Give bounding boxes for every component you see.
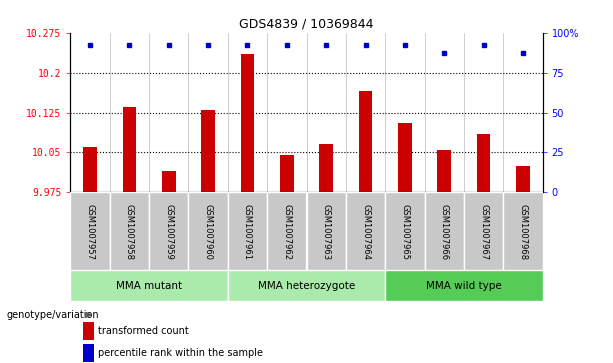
Bar <box>267 192 306 270</box>
Bar <box>359 91 372 192</box>
Text: GSM1007965: GSM1007965 <box>400 204 409 260</box>
Bar <box>70 270 228 301</box>
Bar <box>319 144 333 192</box>
Bar <box>503 192 543 270</box>
Bar <box>70 192 110 270</box>
Bar <box>228 192 267 270</box>
Bar <box>241 54 254 192</box>
Bar <box>477 134 490 192</box>
Text: MMA mutant: MMA mutant <box>116 281 182 291</box>
Bar <box>346 192 385 270</box>
Bar <box>424 192 464 270</box>
Bar <box>398 123 412 192</box>
Text: GSM1007957: GSM1007957 <box>86 204 94 260</box>
Text: GSM1007964: GSM1007964 <box>361 204 370 260</box>
Bar <box>464 192 503 270</box>
Text: MMA wild type: MMA wild type <box>426 281 501 291</box>
Bar <box>280 155 294 192</box>
Bar <box>123 107 136 192</box>
Bar <box>385 270 543 301</box>
Bar <box>83 147 97 192</box>
Text: GSM1007958: GSM1007958 <box>125 204 134 260</box>
Bar <box>162 171 176 192</box>
Title: GDS4839 / 10369844: GDS4839 / 10369844 <box>239 17 374 30</box>
Text: GSM1007959: GSM1007959 <box>164 204 173 260</box>
Text: GSM1007966: GSM1007966 <box>440 204 449 260</box>
Bar <box>385 192 424 270</box>
Bar <box>306 192 346 270</box>
Text: genotype/variation: genotype/variation <box>6 310 99 320</box>
Bar <box>516 166 530 192</box>
Bar <box>201 110 215 192</box>
Text: transformed count: transformed count <box>98 326 189 336</box>
Text: GSM1007962: GSM1007962 <box>283 204 291 260</box>
Text: GSM1007967: GSM1007967 <box>479 204 488 260</box>
Text: GSM1007961: GSM1007961 <box>243 204 252 260</box>
Text: GSM1007968: GSM1007968 <box>519 204 527 260</box>
Bar <box>83 322 94 339</box>
Bar <box>228 270 385 301</box>
Bar <box>110 192 149 270</box>
Text: percentile rank within the sample: percentile rank within the sample <box>98 348 263 358</box>
Text: MMA heterozygote: MMA heterozygote <box>258 281 355 291</box>
Text: GSM1007963: GSM1007963 <box>322 204 330 260</box>
Text: GSM1007960: GSM1007960 <box>204 204 213 260</box>
Bar <box>149 192 189 270</box>
Bar <box>437 150 451 192</box>
Bar <box>189 192 228 270</box>
Bar <box>83 344 94 362</box>
